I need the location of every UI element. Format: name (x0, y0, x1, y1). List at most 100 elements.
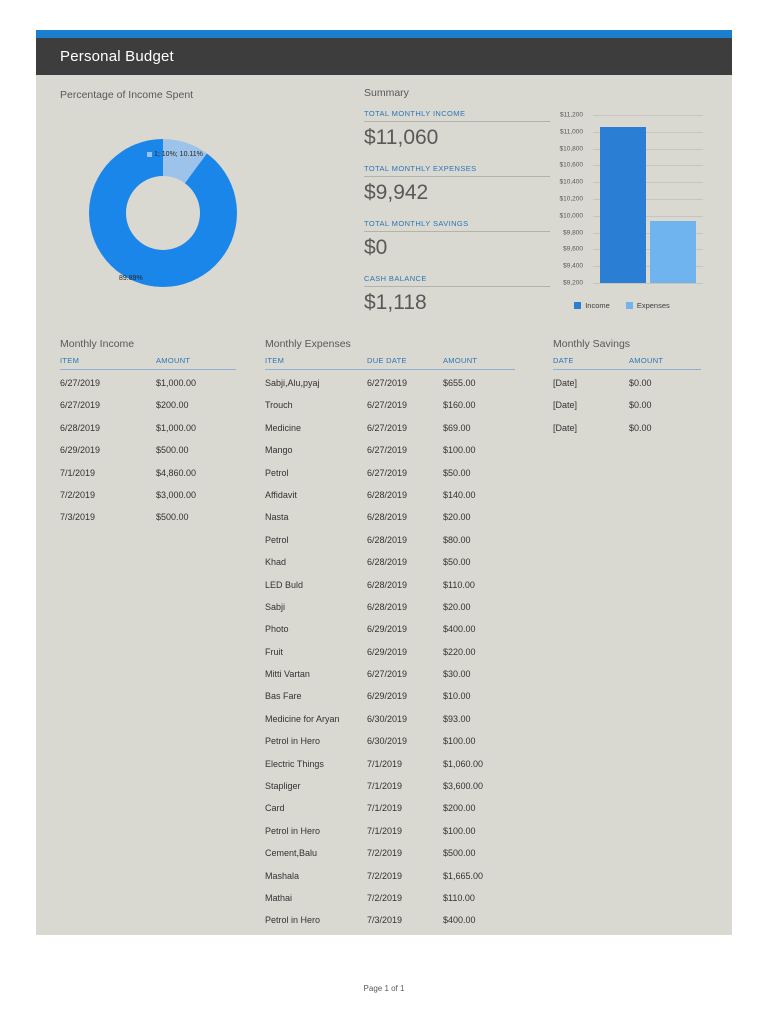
bar-chart-axis: $11,200 $11,000 $10,800 $10,600 $10,400 $10,2… (541, 112, 587, 287)
cell-date: [Date] (553, 378, 578, 388)
cell-due-date: 6/30/2019 (367, 713, 408, 724)
bar-expenses (650, 220, 696, 283)
column-header-amount: AMOUNT (629, 356, 664, 365)
cell-due-date: 6/27/2019 (367, 467, 408, 478)
cell-amount: $655.00 (443, 378, 476, 388)
table-row: Petrol in Hero 6/30/2019 $100.00 (265, 730, 515, 752)
axis-tick-label: $9,600 (563, 245, 583, 253)
table-row: Petrol in Hero 7/3/2019 $400.00 (265, 909, 515, 931)
donut-ring (89, 139, 237, 287)
cell-amount: $500.00 (443, 848, 476, 859)
cell-amount: $220.00 (443, 646, 476, 657)
table-row: 6/29/2019 $500.00 (60, 439, 236, 461)
cell-amount: $110.00 (443, 892, 475, 903)
axis-tick-label: $11,000 (559, 128, 583, 136)
expenses-table-header: ITEM DUE DATE AMOUNT (265, 356, 515, 370)
cell-due-date: 6/28/2019 (367, 512, 408, 523)
legend-swatch (574, 302, 582, 309)
cell-due-date: 6/28/2019 (367, 534, 408, 545)
cell-due-date: 6/27/2019 (367, 445, 408, 456)
summary-item-label: CASH BALANCE (364, 274, 550, 287)
cell-amount: $3,000.00 (156, 489, 197, 500)
cell-due-date: 7/2/2019 (367, 892, 403, 903)
cell-amount: $1,000.00 (156, 422, 197, 433)
column-header-date: DATE (553, 356, 574, 365)
table-row: Petrol 6/28/2019 $80.00 (265, 529, 515, 551)
cell-item: Bas Fare (265, 691, 302, 702)
cell-amount: $0.00 (629, 400, 652, 411)
cell-due-date: 6/28/2019 (367, 601, 408, 612)
cell-item: Medicine (265, 422, 302, 433)
cell-amount: $0.00 (629, 422, 652, 433)
gridline (593, 148, 703, 150)
savings-table: Monthly Savings DATE AMOUNT [Date] $0.00… (553, 338, 701, 439)
axis-tick-label: $9,400 (563, 262, 583, 270)
cell-item: 7/3/2019 (60, 512, 96, 523)
column-header-due-date: DUE DATE (367, 356, 407, 365)
table-row: 6/27/2019 $200.00 (60, 394, 236, 416)
table-row: Mathai 7/2/2019 $110.00 (265, 887, 515, 909)
table-row: Electric Things 7/1/2019 $1,060.00 (265, 753, 515, 775)
cell-due-date: 7/1/2019 (367, 803, 403, 814)
cell-item: 6/29/2019 (60, 445, 101, 456)
table-row: Bas Fare 6/29/2019 $10.00 (265, 685, 515, 707)
content-area: Percentage of Income Spent 1; 10%; 10.11… (36, 75, 732, 935)
cell-item: 6/28/2019 (60, 422, 101, 433)
cell-item: Petrol in Hero (265, 736, 321, 747)
cell-item: Affidavit (265, 489, 297, 500)
cell-amount: $1,060.00 (443, 758, 484, 769)
gridline (593, 199, 703, 200)
income-table-title: Monthly Income (60, 338, 135, 350)
cell-date: [Date] (553, 422, 578, 433)
income-table-header: ITEM AMOUNT (60, 356, 236, 370)
gridline (593, 283, 703, 284)
column-header-item: ITEM (60, 356, 80, 365)
cell-item: Electric Things (265, 758, 324, 769)
cell-item: Fruit (265, 646, 283, 657)
axis-tick-label: $9,200 (563, 279, 583, 287)
cell-item: Sabji,Alu,pyaj (265, 378, 320, 388)
table-row: Affidavit 6/28/2019 $140.00 (265, 484, 515, 506)
cell-amount: $0.00 (629, 378, 652, 388)
table-row: Petrol in Hero 7/1/2019 $100.00 (265, 820, 515, 842)
cell-item: Nasta (265, 512, 289, 523)
expenses-table: Monthly Expenses ITEM DUE DATE AMOUNT Sa… (265, 338, 515, 932)
table-row: Petrol 6/27/2019 $50.00 (265, 462, 515, 484)
legend-label: Income (585, 301, 610, 310)
cell-amount: $100.00 (443, 445, 476, 456)
cell-due-date: 6/27/2019 (367, 378, 408, 388)
cell-item: Stapliger (265, 781, 301, 792)
cell-amount: $93.00 (443, 713, 471, 724)
cell-amount: $500.00 (156, 445, 189, 456)
summary-item: TOTAL MONTHLY SAVINGS $0 (364, 219, 550, 260)
cell-item: Petrol (265, 534, 289, 545)
gridline (593, 266, 703, 268)
legend-item: Income (574, 301, 610, 310)
table-row: Sabji,Alu,pyaj 6/27/2019 $655.00 (265, 372, 515, 394)
cell-due-date: 6/27/2019 (367, 669, 408, 680)
bar-chart-plot (593, 115, 703, 284)
cell-amount: $160.00 (443, 400, 476, 411)
table-row: Medicine 6/27/2019 $69.00 (265, 417, 515, 439)
cell-item: LED Buld (265, 579, 304, 590)
cell-due-date: 6/30/2019 (367, 736, 408, 747)
table-row: 6/28/2019 $1,000.00 (60, 417, 236, 439)
table-row: LED Buld 6/28/2019 $110.00 (265, 574, 515, 596)
legend-swatch (625, 302, 633, 309)
column-header-item: ITEM (265, 356, 285, 365)
summary-item-value: $11,060 (364, 126, 439, 149)
summary-item-value: $1,118 (364, 291, 427, 314)
cell-amount: $200.00 (156, 400, 189, 411)
accent-strip (36, 30, 732, 38)
summary-item-label: TOTAL MONTHLY INCOME (364, 109, 550, 122)
cell-item: Mathai (265, 892, 293, 903)
cell-amount: $20.00 (443, 512, 471, 523)
cell-amount: $3,600.00 (443, 781, 484, 792)
cell-item: 6/27/2019 (60, 378, 101, 388)
donut-chart: 1; 10%; 10.11% 89.89% (89, 139, 237, 287)
cell-due-date: 6/27/2019 (367, 400, 408, 411)
cell-amount: $50.00 (443, 467, 471, 478)
summary-item-label: TOTAL MONTHLY SAVINGS (364, 219, 550, 232)
cell-due-date: 6/27/2019 (367, 422, 408, 433)
cell-due-date: 6/29/2019 (367, 624, 408, 635)
